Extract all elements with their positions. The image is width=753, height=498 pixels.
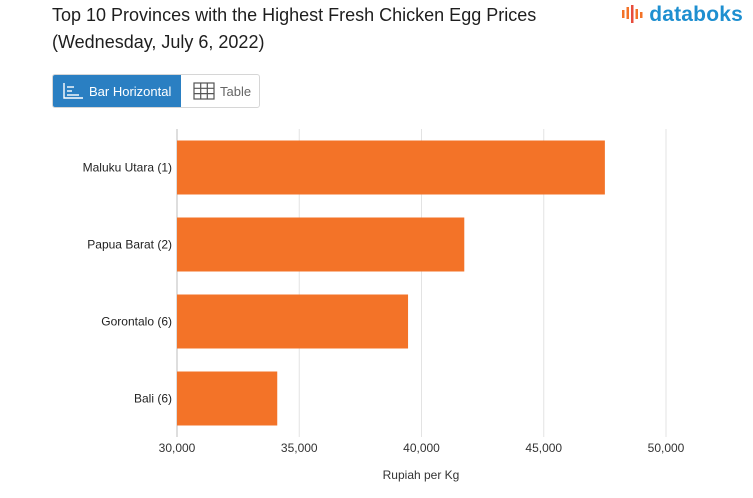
- chart-title-line1: Top 10 Provinces with the Highest Fresh …: [52, 5, 537, 25]
- x-tick-label: 50,000: [648, 441, 685, 455]
- bar[interactable]: [177, 217, 465, 272]
- category-label: Papua Barat (2): [87, 238, 172, 252]
- category-labels: Maluku Utara (1) Papua Barat (2) Gorontalo…: [83, 161, 172, 406]
- table-button[interactable]: Table: [181, 75, 259, 107]
- chart-title: Top 10 Provinces with the Highest Fresh …: [52, 2, 612, 56]
- table-label: Table: [220, 83, 252, 99]
- x-tick-label: 35,000: [281, 441, 318, 455]
- bar-horizontal-label: Bar Horizontal: [89, 83, 172, 99]
- bars: [177, 140, 605, 426]
- x-tick-label: 40,000: [403, 441, 440, 455]
- x-tick-label: 30,000: [159, 441, 196, 455]
- category-label: Bali (6): [134, 392, 172, 406]
- brand-name: databoks: [649, 3, 743, 26]
- view-toggle: Bar Horizontal Table: [52, 74, 260, 108]
- category-label: Maluku Utara (1): [83, 161, 172, 175]
- bar[interactable]: [177, 140, 605, 195]
- chart-title-line2: (Wednesday, July 6, 2022): [52, 32, 265, 52]
- category-label: Gorontalo (6): [101, 315, 172, 329]
- bar-chart-icon: [63, 83, 83, 99]
- x-axis-label: Rupiah per Kg: [383, 468, 460, 482]
- bar[interactable]: [177, 371, 278, 426]
- bar[interactable]: [177, 294, 409, 349]
- x-tick-labels: 30,000 35,000 40,000 45,000 50,000: [159, 441, 685, 455]
- brand-logo: databoks: [621, 3, 743, 27]
- bar-horizontal-button[interactable]: Bar Horizontal: [53, 75, 181, 107]
- table-icon: [193, 82, 215, 100]
- x-tick-label: 45,000: [525, 441, 562, 455]
- databoks-logo-icon: [622, 5, 643, 23]
